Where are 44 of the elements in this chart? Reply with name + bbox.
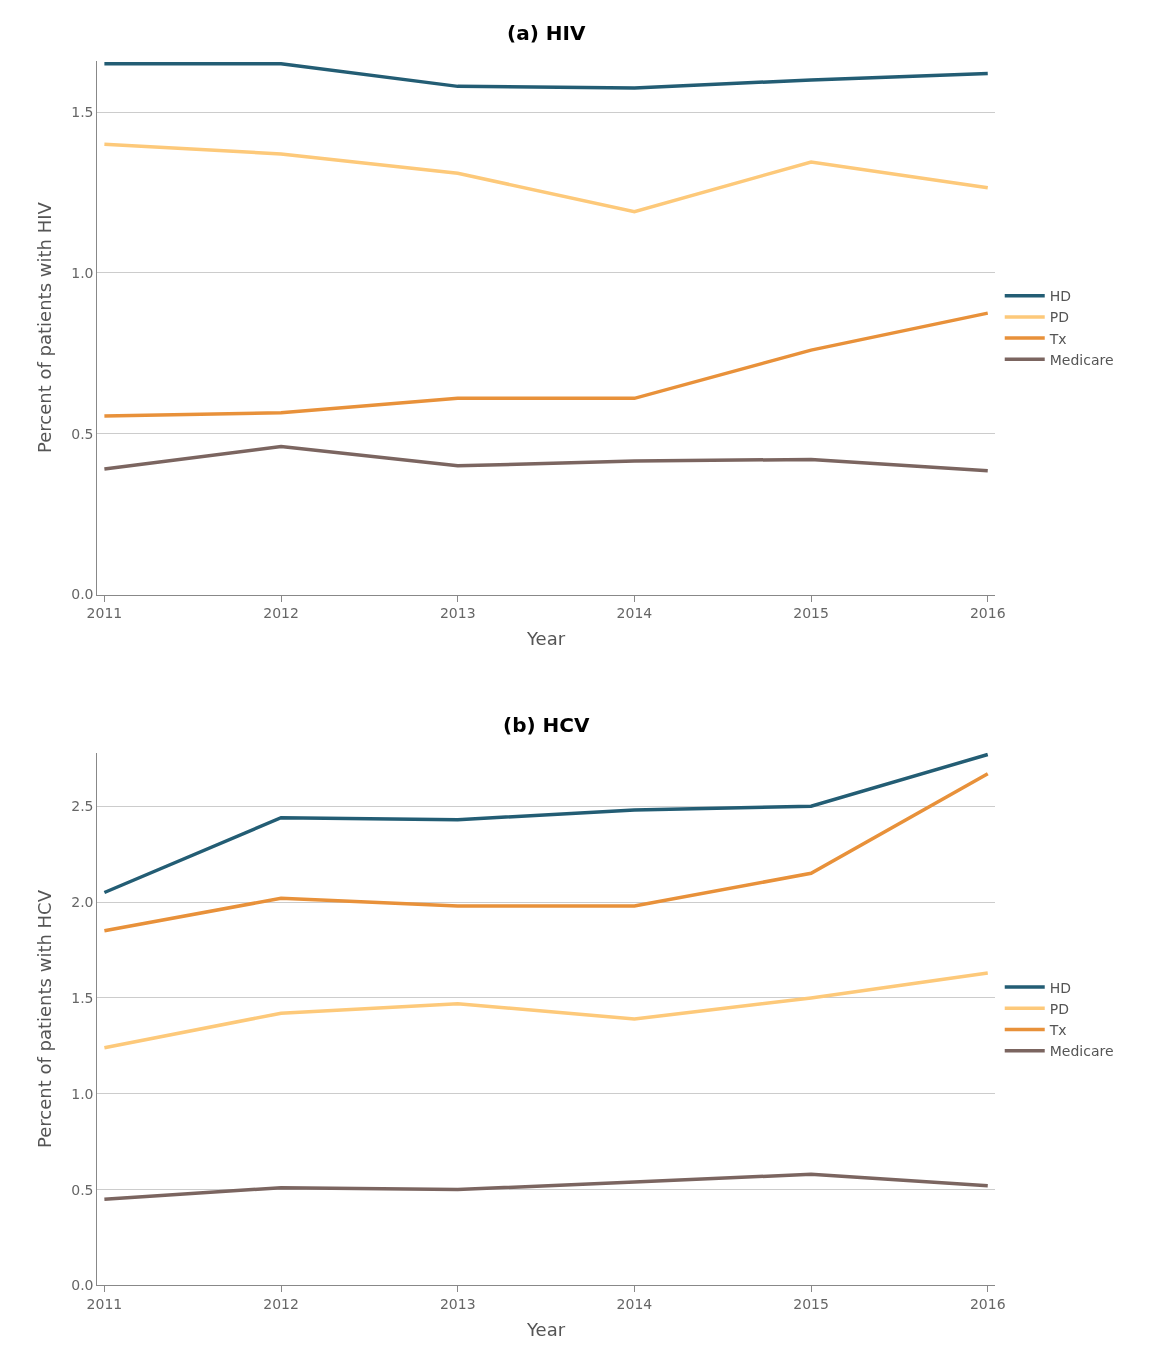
x-axis-title: Year [526,1319,566,1341]
y-tick-label: 2.5 [71,798,94,815]
x-tick-label: 2014 [616,605,653,622]
y-tick-label: 0.0 [71,586,94,603]
x-tick-label: 2011 [86,605,123,622]
x-tick-label: 2015 [793,605,829,622]
line-series [102,752,990,895]
line-series [102,971,990,1050]
y-tick-label: 1.0 [71,1085,94,1102]
legend-label: Tx [1048,1021,1067,1038]
x-tick-label: 2016 [969,605,1006,622]
chart-title: (b) HCV [503,713,590,737]
x-tick-label: 2013 [439,1296,476,1313]
y-tick-label: 1.5 [71,104,94,120]
legend-label: PD [1049,1000,1069,1017]
legend-label: Tx [1048,330,1067,347]
y-tick-label: 0.0 [71,1277,94,1294]
x-tick-label: 2013 [439,605,476,622]
y-tick-label: 0.5 [71,1181,94,1198]
x-tick-label: 2014 [616,1296,653,1313]
legend-label: Medicare [1049,351,1114,368]
legend-label: HD [1049,979,1072,996]
legend-label: Medicare [1049,1043,1114,1060]
line-series [102,444,990,473]
x-tick-label: 2012 [263,605,299,622]
line-series [102,311,990,418]
y-tick-label: 1.5 [71,989,94,1006]
x-tick-label: 2012 [263,1296,299,1313]
line-series [102,1172,990,1201]
line-series [102,62,990,90]
legend-label: HD [1049,288,1072,305]
chart-title: (a) HIV [507,21,586,45]
y-tick-label: 0.5 [71,425,94,442]
x-tick-label: 2011 [86,1296,123,1313]
y-tick-label: 2.0 [71,893,94,910]
x-tick-label: 2015 [793,1296,829,1313]
line-series [102,142,990,214]
x-axis-title: Year [526,628,566,650]
y-axis-title: Percent of patients with HIV [34,201,56,453]
legend-label: PD [1049,309,1069,326]
x-tick-label: 2016 [969,1296,1006,1313]
y-tick-label: 1.0 [71,264,94,281]
line-series [102,771,990,933]
y-axis-title: Percent of patients with HCV [34,889,56,1149]
